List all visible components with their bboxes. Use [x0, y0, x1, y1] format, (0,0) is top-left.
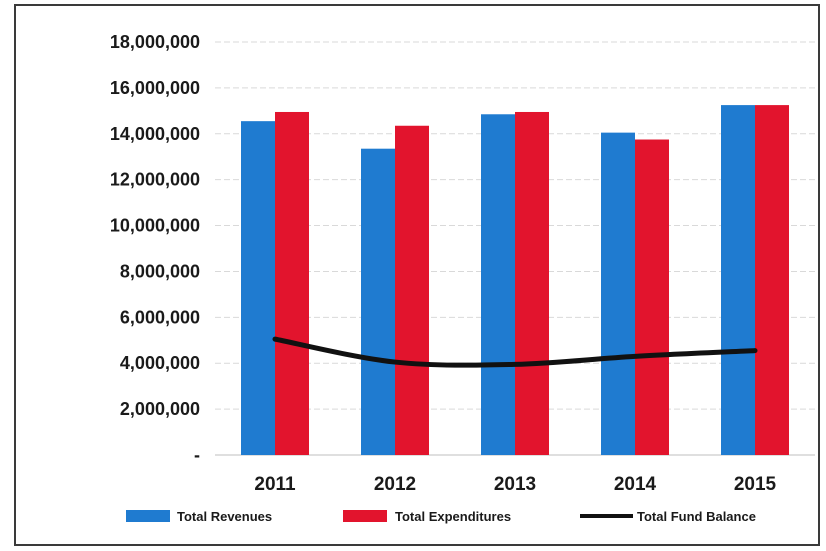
bar [481, 114, 515, 456]
x-tick-label: 2012 [374, 474, 416, 495]
y-tick-label: 4,000,000 [120, 353, 200, 373]
x-tick-label: 2014 [614, 474, 657, 495]
y-tick-label: 2,000,000 [120, 399, 200, 419]
bar [755, 105, 789, 455]
bar [515, 111, 549, 455]
legend-label: Total Revenues [177, 509, 272, 524]
y-tick-label: 6,000,000 [120, 307, 200, 327]
bar [721, 105, 755, 455]
bar [361, 148, 395, 456]
legend-swatch [126, 510, 170, 522]
y-tick-label: 16,000,000 [110, 78, 200, 98]
x-tick-label: 2013 [494, 474, 536, 495]
bar [241, 121, 275, 456]
bar [601, 132, 635, 455]
legend-label: Total Fund Balance [637, 509, 756, 524]
y-tick-label: 8,000,000 [120, 261, 200, 281]
y-tick-label: 14,000,000 [110, 124, 200, 144]
bar [635, 139, 669, 455]
y-tick-label: - [194, 445, 200, 465]
bar [395, 125, 429, 455]
y-tick-label: 18,000,000 [110, 32, 200, 52]
y-tick-label: 10,000,000 [110, 216, 200, 236]
legend-label: Total Expenditures [395, 509, 511, 524]
x-tick-label: 2011 [254, 474, 296, 495]
bar [275, 111, 309, 455]
legend-swatch [343, 510, 387, 522]
x-tick-label: 2015 [734, 474, 777, 495]
y-tick-label: 12,000,000 [110, 170, 200, 190]
